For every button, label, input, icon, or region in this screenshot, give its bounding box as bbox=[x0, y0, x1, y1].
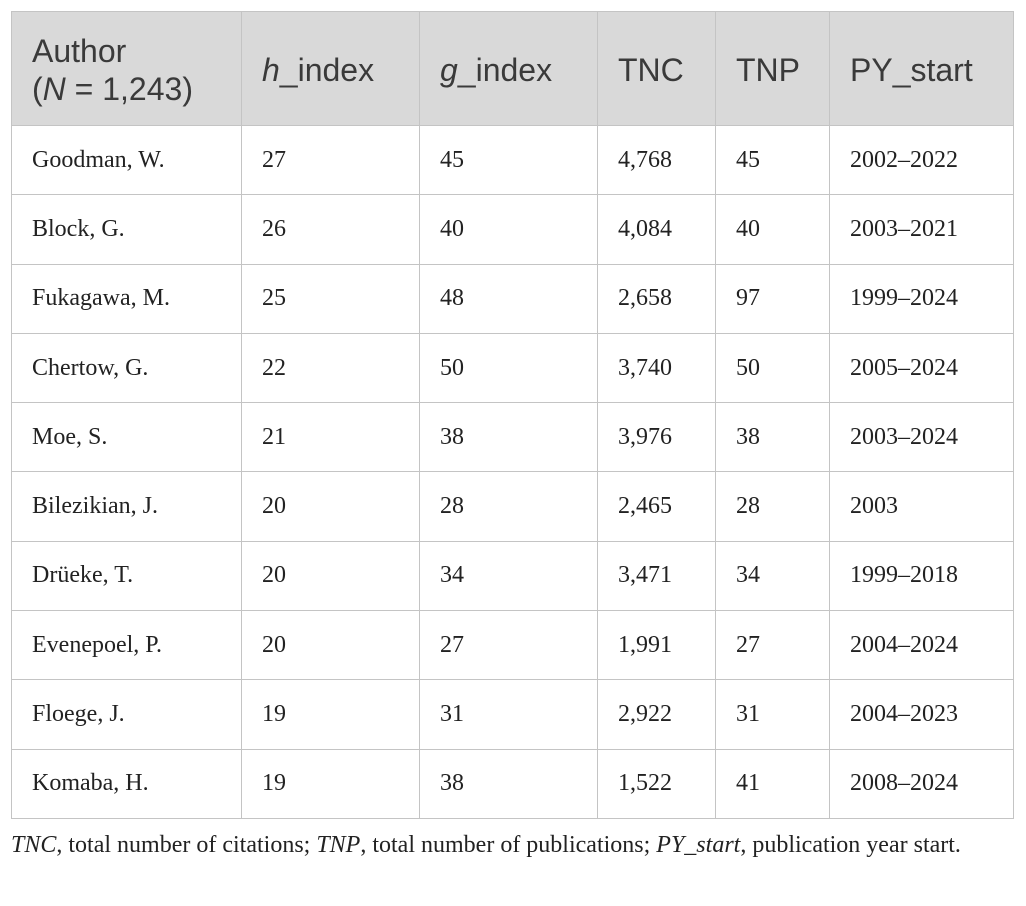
header-author: Author (N = 1,243) bbox=[11, 11, 242, 126]
cell-tnc: 2,922 bbox=[597, 679, 716, 750]
table-row: Evenepoel, P. 20 27 1,991 27 2004–2024 bbox=[11, 610, 1014, 681]
header-tnc: TNC bbox=[597, 11, 716, 126]
cell-author: Moe, S. bbox=[11, 402, 242, 473]
cell-tnp: 27 bbox=[715, 610, 830, 681]
header-py-start: PY_start bbox=[829, 11, 1014, 126]
cell-h-index: 19 bbox=[241, 679, 420, 750]
cell-py-start: 2003 bbox=[829, 471, 1014, 542]
header-h-index: h_index bbox=[241, 11, 420, 126]
cell-h-index: 25 bbox=[241, 263, 420, 334]
cell-py-start: 2004–2024 bbox=[829, 610, 1014, 681]
header-g-index-rest: _index bbox=[457, 51, 553, 88]
cell-h-index: 20 bbox=[241, 610, 420, 681]
cell-tnc: 4,084 bbox=[597, 194, 716, 265]
cell-tnp: 31 bbox=[715, 679, 830, 750]
table-row: Drüeke, T. 20 34 3,471 34 1999–2018 bbox=[11, 540, 1014, 612]
table-row: Fukagawa, M. 25 48 2,658 97 1999–2024 bbox=[11, 263, 1014, 334]
header-author-n-symbol: N bbox=[42, 70, 66, 107]
cell-g-index: 27 bbox=[419, 610, 598, 681]
cell-py-start: 2005–2024 bbox=[829, 332, 1014, 404]
table-row: Bilezikian, J. 20 28 2,465 28 2003 bbox=[11, 471, 1014, 542]
cell-author: Goodman, W. bbox=[11, 124, 242, 196]
cell-tnp: 41 bbox=[715, 748, 830, 819]
cell-author: Bilezikian, J. bbox=[11, 471, 242, 542]
cell-tnc: 2,465 bbox=[597, 471, 716, 542]
cell-tnc: 1,522 bbox=[597, 748, 716, 819]
cell-h-index: 22 bbox=[241, 332, 420, 404]
cell-tnc: 3,471 bbox=[597, 540, 716, 612]
table-row: Moe, S. 21 38 3,976 38 2003–2024 bbox=[11, 402, 1014, 473]
cell-tnc: 3,976 bbox=[597, 402, 716, 473]
cell-g-index: 40 bbox=[419, 194, 598, 265]
footnote-tnp-definition: , total number of publications; bbox=[360, 832, 657, 858]
cell-py-start: 2002–2022 bbox=[829, 124, 1014, 196]
header-g-index-italic: g bbox=[440, 51, 458, 88]
cell-py-start: 1999–2018 bbox=[829, 540, 1014, 612]
cell-tnc: 2,658 bbox=[597, 263, 716, 334]
table-footnote: TNC, total number of citations; TNP, tot… bbox=[11, 829, 1013, 861]
cell-tnc: 3,740 bbox=[597, 332, 716, 404]
cell-g-index: 28 bbox=[419, 471, 598, 542]
author-metrics-table: Author (N = 1,243) h_index g_index TNC T… bbox=[11, 11, 1014, 819]
header-h-index-italic: h bbox=[262, 51, 280, 88]
cell-author: Evenepoel, P. bbox=[11, 610, 242, 681]
cell-h-index: 21 bbox=[241, 402, 420, 473]
cell-tnc: 4,768 bbox=[597, 124, 716, 196]
table-body: Goodman, W. 27 45 4,768 45 2002–2022 Blo… bbox=[11, 124, 1014, 819]
cell-py-start: 1999–2024 bbox=[829, 263, 1014, 334]
cell-g-index: 38 bbox=[419, 748, 598, 819]
header-row: Author (N = 1,243) h_index g_index TNC T… bbox=[11, 11, 1014, 126]
footnote-py-abbr: PY_start bbox=[656, 832, 741, 858]
cell-h-index: 26 bbox=[241, 194, 420, 265]
table-header: Author (N = 1,243) h_index g_index TNC T… bbox=[11, 11, 1014, 126]
cell-h-index: 27 bbox=[241, 124, 420, 196]
header-tnp: TNP bbox=[715, 11, 830, 126]
cell-author: Block, G. bbox=[11, 194, 242, 265]
footnote-py-definition: , publication year start. bbox=[740, 832, 961, 858]
cell-g-index: 38 bbox=[419, 402, 598, 473]
header-author-n-value: = 1,243) bbox=[65, 70, 193, 107]
table-row: Komaba, H. 19 38 1,522 41 2008–2024 bbox=[11, 748, 1014, 819]
cell-tnp: 97 bbox=[715, 263, 830, 334]
cell-g-index: 31 bbox=[419, 679, 598, 750]
cell-author: Fukagawa, M. bbox=[11, 263, 242, 334]
cell-author: Komaba, H. bbox=[11, 748, 242, 819]
table-row: Block, G. 26 40 4,084 40 2003–2021 bbox=[11, 194, 1014, 265]
cell-py-start: 2003–2021 bbox=[829, 194, 1014, 265]
cell-py-start: 2003–2024 bbox=[829, 402, 1014, 473]
footnote-tnc-definition: , total number of citations; bbox=[56, 832, 317, 858]
table-row: Chertow, G. 22 50 3,740 50 2005–2024 bbox=[11, 332, 1014, 404]
cell-author: Chertow, G. bbox=[11, 332, 242, 404]
footnote-tnp-abbr: TNP bbox=[316, 832, 361, 858]
cell-g-index: 50 bbox=[419, 332, 598, 404]
table-row: Goodman, W. 27 45 4,768 45 2002–2022 bbox=[11, 124, 1014, 196]
cell-g-index: 34 bbox=[419, 540, 598, 612]
cell-h-index: 20 bbox=[241, 471, 420, 542]
header-author-paren: ( bbox=[32, 70, 43, 107]
header-author-label: Author bbox=[32, 32, 127, 69]
cell-py-start: 2004–2023 bbox=[829, 679, 1014, 750]
table-row: Floege, J. 19 31 2,922 31 2004–2023 bbox=[11, 679, 1014, 750]
cell-tnp: 50 bbox=[715, 332, 830, 404]
cell-author: Floege, J. bbox=[11, 679, 242, 750]
cell-tnc: 1,991 bbox=[597, 610, 716, 681]
cell-tnp: 34 bbox=[715, 540, 830, 612]
cell-tnp: 45 bbox=[715, 124, 830, 196]
cell-tnp: 40 bbox=[715, 194, 830, 265]
cell-g-index: 45 bbox=[419, 124, 598, 196]
author-metrics-table-container: Author (N = 1,243) h_index g_index TNC T… bbox=[11, 11, 1014, 819]
cell-h-index: 20 bbox=[241, 540, 420, 612]
header-h-index-rest: _index bbox=[279, 51, 375, 88]
cell-g-index: 48 bbox=[419, 263, 598, 334]
cell-tnp: 28 bbox=[715, 471, 830, 542]
cell-py-start: 2008–2024 bbox=[829, 748, 1014, 819]
footnote-tnc-abbr: TNC bbox=[11, 832, 57, 858]
header-g-index: g_index bbox=[419, 11, 598, 126]
cell-h-index: 19 bbox=[241, 748, 420, 819]
cell-tnp: 38 bbox=[715, 402, 830, 473]
cell-author: Drüeke, T. bbox=[11, 540, 242, 612]
